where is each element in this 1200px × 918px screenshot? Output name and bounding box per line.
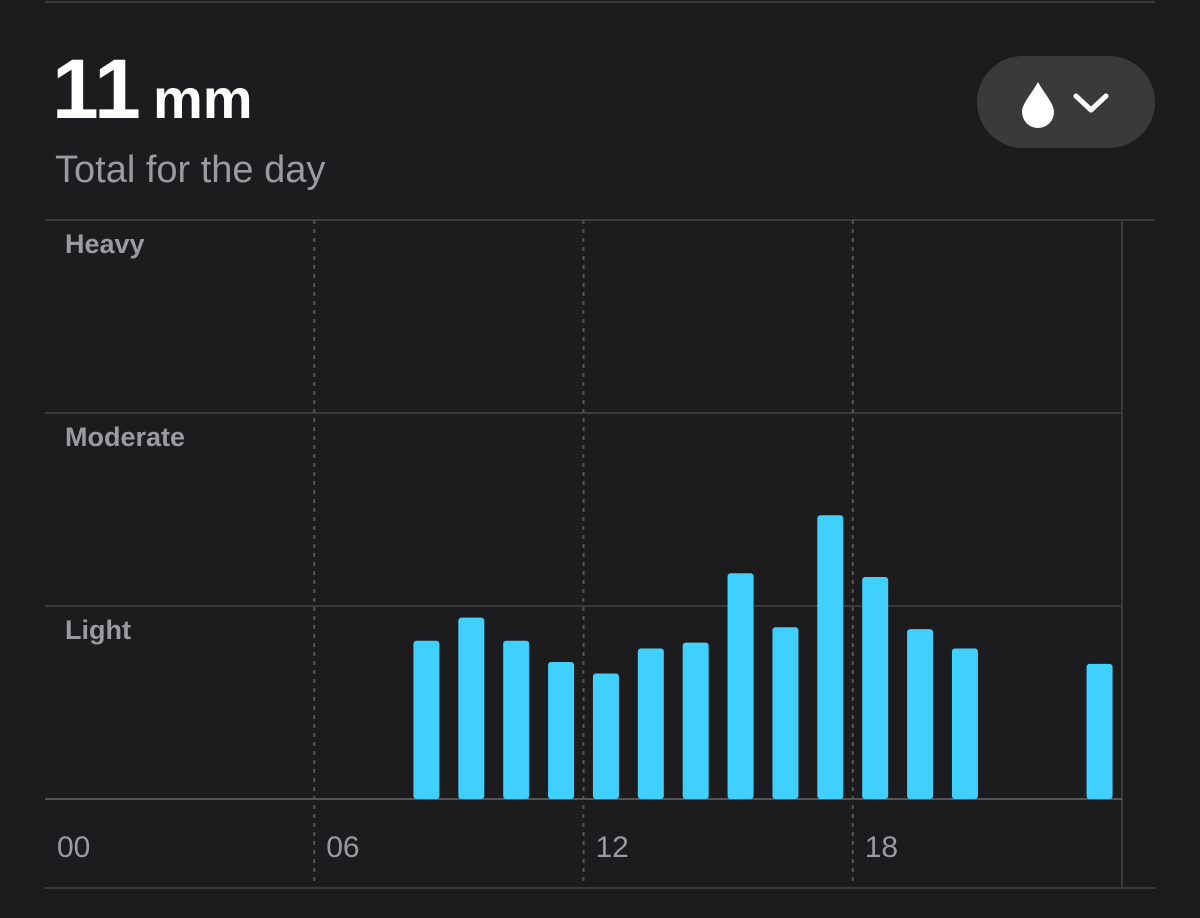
y-tick-label: Light: [65, 615, 131, 645]
bar: [862, 577, 889, 799]
bar: [548, 661, 575, 799]
y-tick-label: Moderate: [65, 422, 185, 452]
bar: [951, 648, 978, 799]
bar: [727, 573, 754, 799]
bar: [413, 640, 440, 799]
bar: [772, 627, 799, 799]
total-value: 11: [52, 42, 141, 136]
drop-icon: [1022, 82, 1054, 128]
subtitle: Total for the day: [55, 149, 325, 191]
x-tick-label: 18: [865, 831, 898, 864]
y-tick-label: Heavy: [65, 229, 145, 259]
bar: [503, 640, 530, 799]
bar: [458, 617, 485, 799]
total-unit: mm: [153, 67, 253, 130]
x-tick-label: 12: [596, 831, 629, 864]
picker-pill[interactable]: [977, 56, 1155, 148]
bar: [907, 629, 934, 799]
bar: [682, 642, 709, 799]
metric-picker[interactable]: [977, 56, 1155, 148]
bar: [1086, 663, 1113, 799]
bar: [592, 673, 619, 799]
chevron-icon: [1073, 93, 1109, 113]
bar: [637, 648, 664, 799]
x-tick-label: 00: [57, 831, 90, 864]
bar: [817, 515, 844, 799]
x-tick-label: 06: [326, 831, 359, 864]
